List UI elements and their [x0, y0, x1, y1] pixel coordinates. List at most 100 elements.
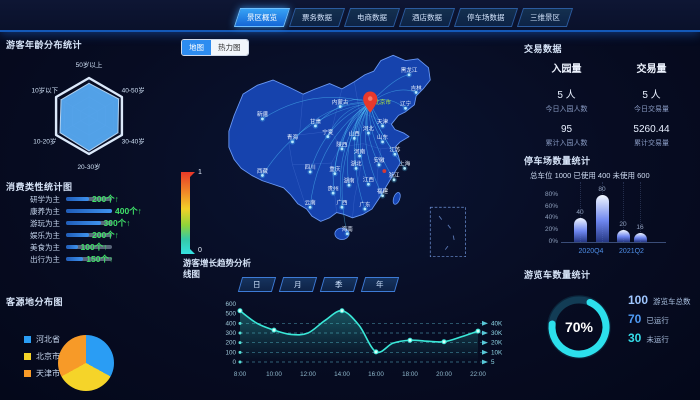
- map-label-江西: 江西: [363, 177, 375, 184]
- svg-text:600: 600: [225, 301, 236, 308]
- map-label-广西: 广西: [336, 199, 348, 207]
- map-tab-2[interactable]: 热力图: [211, 40, 248, 55]
- bus-percent-label: 70%: [564, 319, 594, 335]
- map-label-陕西: 陕西: [336, 140, 348, 148]
- consumption-value: 300个↑: [103, 218, 131, 228]
- legend-swatch: [24, 336, 31, 343]
- bus-legend-item: 70 已运行: [628, 312, 694, 326]
- nav-tab-6[interactable]: 三维景区: [516, 8, 573, 27]
- bus-legend-label: 未运行: [646, 335, 669, 344]
- consumption-value: 200个↑: [92, 194, 119, 204]
- consumption-track: 200个↑: [66, 194, 119, 204]
- radar-axis-label: 40-50岁: [122, 86, 145, 95]
- parking-baseline: [561, 242, 666, 243]
- consumption-row: 研学为主 200个↑: [8, 193, 176, 205]
- parking-guide: [580, 182, 581, 242]
- parking-bar-value: 40: [576, 209, 584, 217]
- bus-panel-title: 游览车数量统计: [524, 270, 591, 280]
- consumption-fill: [66, 245, 78, 249]
- nav-tab-2[interactable]: 票务数据: [288, 8, 346, 27]
- heat-min-arrow: [190, 249, 195, 254]
- parking-bar-value: 16: [636, 223, 644, 231]
- nav-tab-label: 景区概览: [247, 13, 277, 22]
- parking-ytick: 0%: [548, 238, 558, 245]
- map-tab-1[interactable]: 地图: [182, 40, 211, 55]
- nav-tab-label: 票务数据: [302, 13, 332, 22]
- consumption-track: 400个↑: [66, 206, 142, 216]
- consumption-label: 康养为主: [30, 206, 60, 216]
- origin-legend-item: 天津市: [24, 365, 60, 382]
- svg-text:22:00: 22:00: [470, 371, 486, 378]
- svg-text:14:00: 14:00: [334, 371, 350, 378]
- age-radar-chart: 50岁以上 40-50岁 30-40岁 20-30岁 10-20岁 10岁以下: [31, 60, 145, 171]
- nav-tab-3[interactable]: 电商数据: [343, 8, 401, 27]
- map-label-辽宁: 辽宁: [400, 100, 412, 108]
- radar-axis-label: 10岁以下: [31, 86, 58, 95]
- consumption-fill: [66, 209, 112, 213]
- parking-ytick: 60%: [544, 202, 558, 210]
- trade-volume-header: 交易量: [636, 64, 667, 75]
- map-label-西藏: 西藏: [257, 167, 269, 175]
- legend-swatch: [24, 370, 31, 377]
- consumption-row: 出行为主 150个↑: [8, 253, 176, 265]
- map-label-安徽: 安徽: [373, 156, 385, 164]
- origin-panel-title: 客源地分布图: [6, 297, 64, 307]
- parking-bar-value: 20: [619, 221, 627, 229]
- trend-period-label: 月: [294, 280, 302, 289]
- svg-text:400: 400: [225, 320, 236, 327]
- parking-summary: 总车位 1000 已使用 400 未使用 600: [530, 171, 650, 180]
- parking-guide: [640, 182, 641, 242]
- entry-total-value: 95: [560, 124, 573, 135]
- trend-period-3[interactable]: 季: [319, 277, 359, 292]
- svg-text:300: 300: [225, 330, 236, 337]
- nav-tab-label: 停车场数据: [467, 13, 505, 22]
- bus-legend: 100 游览车总数 70 已运行 30 未运行: [628, 293, 694, 350]
- consumption-row: 游玩为主 300个↑: [8, 217, 176, 229]
- map-label-福建: 福建: [377, 187, 389, 195]
- radar-axis-label: 20-30岁: [77, 162, 100, 171]
- trend-period-2[interactable]: 月: [278, 277, 318, 292]
- map-label-贵州: 贵州: [328, 184, 339, 192]
- origin-pie-chart: [58, 335, 114, 391]
- parking-bar: [633, 232, 647, 242]
- nav-tab-label: 酒店数据: [412, 13, 442, 22]
- destination-pin-icon: [363, 91, 378, 113]
- consumption-fill: [66, 221, 101, 225]
- trend-period-label: 年: [376, 280, 384, 289]
- bus-legend-label: 游览车总数: [653, 297, 691, 306]
- map-label-海南: 海南: [342, 225, 354, 233]
- consumption-value: 150个↑: [86, 254, 114, 264]
- svg-text:20K: 20K: [491, 340, 503, 347]
- entry-today-value: 5 人: [557, 90, 576, 101]
- trade-total-value: 5260.44: [633, 124, 670, 135]
- trend-period-1[interactable]: 日: [237, 277, 277, 292]
- consumption-panel-title: 消费类性统计图: [6, 182, 73, 192]
- nav-tab-5[interactable]: 停车场数据: [453, 8, 518, 27]
- map-label-湖北: 湖北: [351, 160, 363, 168]
- map-label-新疆: 新疆: [257, 110, 269, 118]
- map-label-吉林: 吉林: [411, 84, 423, 92]
- svg-text:10K: 10K: [491, 349, 503, 356]
- parking-xlabel: 2021Q2: [619, 248, 644, 255]
- consumption-value: 100个↑: [80, 242, 108, 252]
- nav-tab-1[interactable]: 景区概览: [233, 8, 291, 27]
- nav-tab-4[interactable]: 酒店数据: [398, 8, 456, 27]
- trend-period-4[interactable]: 年: [360, 277, 400, 292]
- consumption-track: 200个↑: [66, 230, 119, 240]
- svg-text:0: 0: [232, 359, 236, 366]
- bus-legend-value: 100: [628, 293, 649, 307]
- svg-text:30K: 30K: [491, 330, 503, 337]
- trend-period-buttons: 日月季年: [237, 277, 400, 292]
- radar-axis-label: 30-40岁: [122, 137, 145, 146]
- map-label-山东: 山东: [377, 133, 389, 141]
- entry-total-label: 累计入园人数: [545, 140, 588, 147]
- trade-panel-title: 交易数据: [524, 44, 563, 54]
- parking-ytick: 80%: [544, 190, 558, 198]
- parking-panel-title: 停车场数量统计: [524, 156, 591, 166]
- top-nav-bar: 景区概览 票务数据 电商数据 酒店数据 停车场数据 三维景区: [0, 0, 700, 32]
- consumption-row: 康养为主 400个↑: [8, 205, 176, 217]
- entry-volume-header: 入园量: [551, 64, 582, 75]
- trade-today-value: 5 人: [642, 90, 661, 101]
